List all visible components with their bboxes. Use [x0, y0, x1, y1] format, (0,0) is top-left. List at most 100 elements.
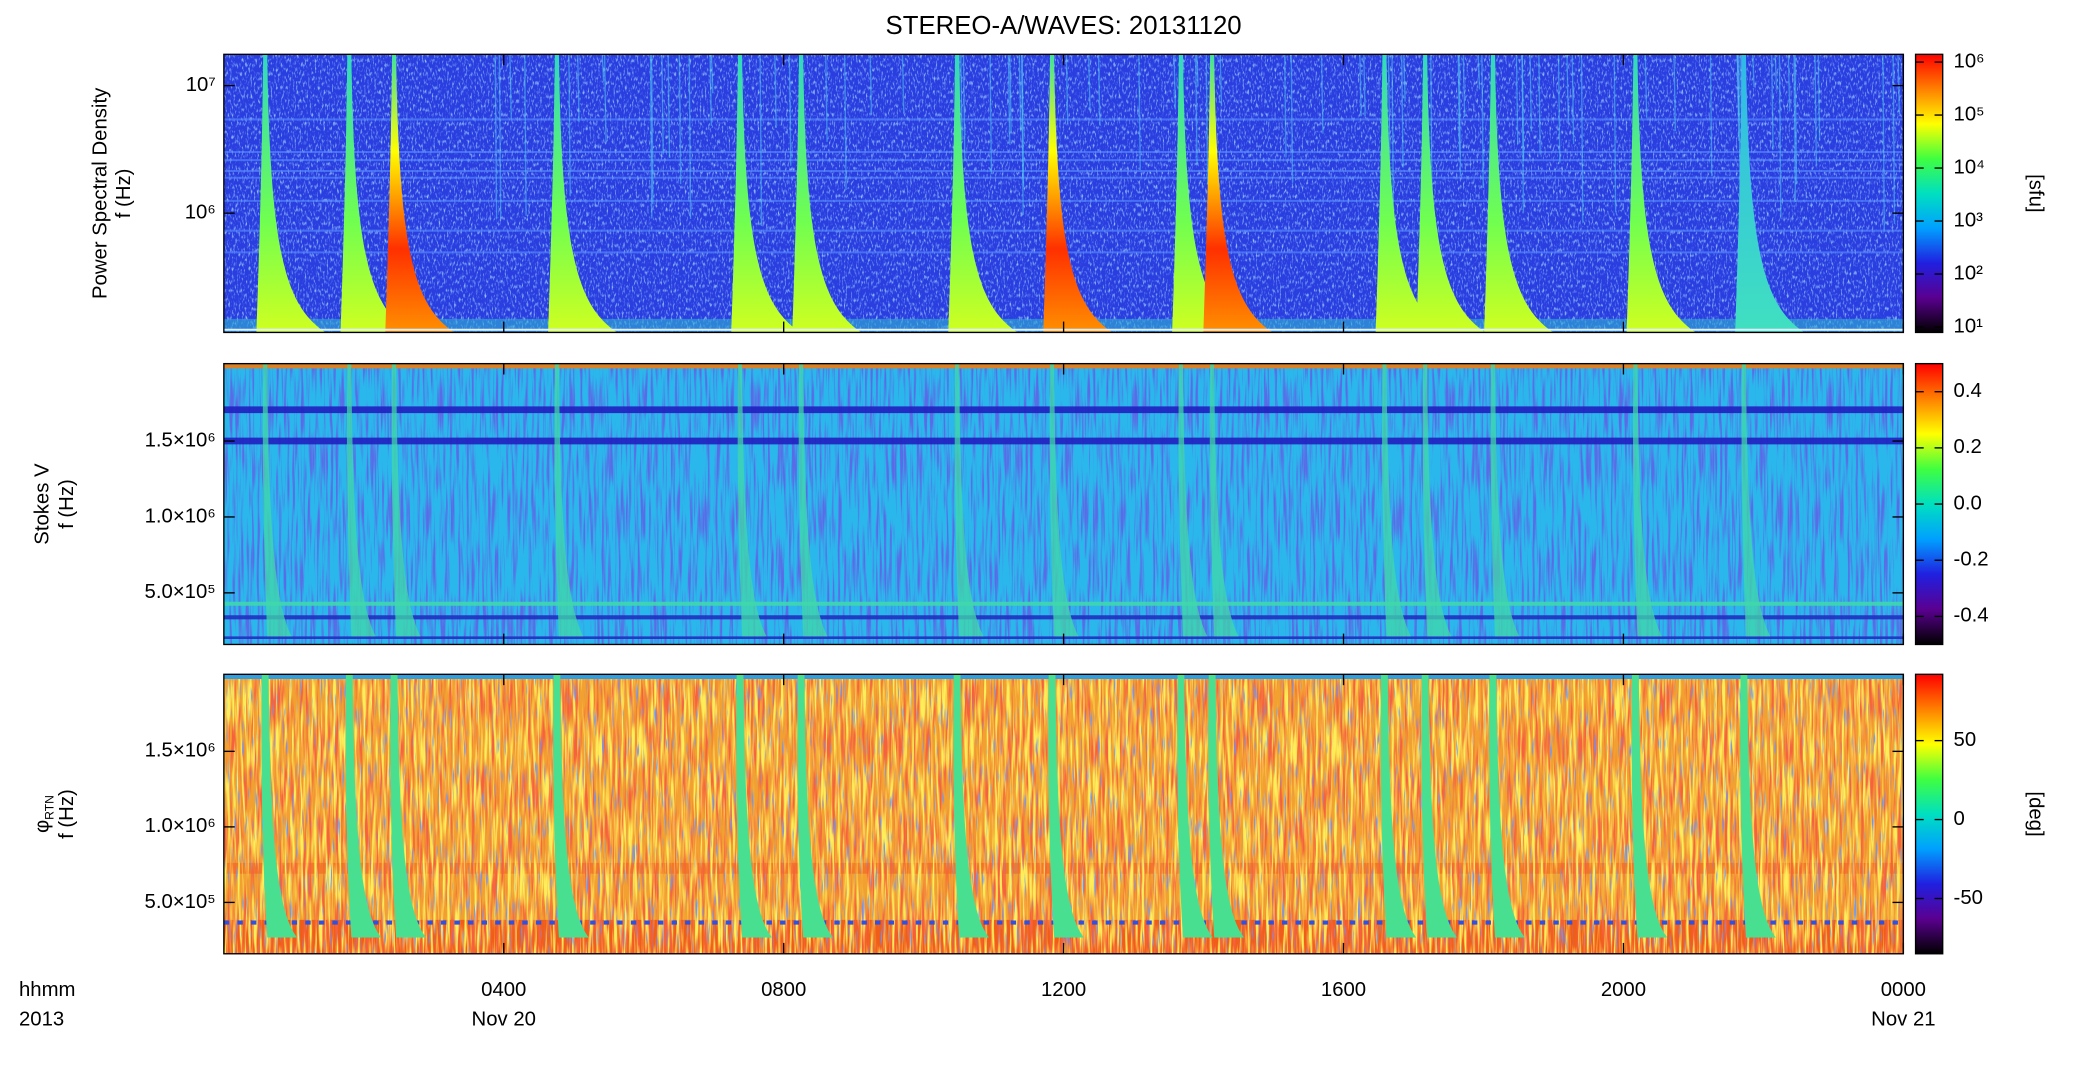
y-axis-label-text: Power Spectral Density: [90, 87, 112, 299]
burst: [340, 54, 410, 333]
burst: [1208, 674, 1245, 938]
burst: [346, 363, 376, 637]
streak: [1709, 54, 1713, 177]
burst: [797, 674, 833, 938]
x-tick-label: 0800: [761, 979, 806, 1001]
x-tick-label: 0400: [481, 979, 526, 1001]
streak: [962, 54, 966, 161]
streak: [1007, 54, 1011, 145]
streak: [1793, 54, 1797, 202]
y-tick-label: 1.5×10⁶: [145, 740, 216, 762]
burst: [736, 674, 772, 938]
streak: [1736, 54, 1740, 141]
colorbar-tick-label: 10¹: [1954, 315, 1984, 337]
x-axis-label: hhmm: [19, 979, 75, 1001]
streak: [1194, 54, 1198, 165]
colorbar-tick-label: -50: [1954, 887, 1983, 909]
colorbar-tick-label: 50: [1954, 729, 1977, 751]
streak: [1065, 54, 1069, 124]
spectrogram: [223, 54, 1904, 333]
streak: [869, 54, 873, 115]
streak: [1477, 54, 1481, 90]
colorbar-tick-label: 0: [1954, 808, 1965, 830]
burst: [385, 54, 455, 333]
streak: [1580, 54, 1584, 223]
colorbar-tick-label: 10²: [1954, 262, 1984, 284]
burst: [262, 363, 292, 637]
streak: [603, 54, 607, 143]
burst: [737, 363, 767, 637]
y-tick-label: 1.0×10⁶: [145, 505, 216, 527]
burst: [1740, 674, 1776, 938]
burst: [1735, 54, 1805, 333]
streak: [1571, 54, 1575, 145]
colorbar-tick-label: 0.0: [1954, 492, 1982, 514]
burst: [1049, 363, 1079, 637]
streak: [709, 54, 713, 126]
colorbar-label: [sfu]: [2025, 174, 2047, 212]
streak: [524, 54, 527, 216]
colorbar: [1914, 53, 1944, 334]
streak: [601, 54, 605, 82]
streak: [1457, 54, 1461, 152]
streak: [1613, 54, 1617, 213]
burst: [390, 674, 426, 938]
x-tick-label: 1200: [1041, 979, 1086, 1001]
streak: [1529, 54, 1533, 132]
burst: [256, 54, 326, 333]
streak: [1644, 54, 1648, 118]
streak: [1018, 54, 1022, 132]
burst: [1203, 54, 1273, 333]
streak: [649, 54, 653, 219]
streak: [577, 54, 580, 123]
y-axis-label: Stokes V: [32, 463, 54, 545]
streak: [498, 54, 502, 218]
x-tick-label: 2000: [1601, 979, 1646, 1001]
streak: [1814, 54, 1818, 165]
burst: [1416, 54, 1486, 333]
streak: [1403, 54, 1406, 102]
spectrogram: [223, 363, 1904, 645]
x-date-label: Nov 20: [472, 1009, 536, 1031]
streak: [667, 54, 671, 159]
y-tick-label: 5.0×10⁵: [145, 891, 216, 913]
streak: [1363, 54, 1366, 117]
burst: [1626, 54, 1696, 333]
x-tick-label: 1600: [1321, 979, 1366, 1001]
burst: [1633, 363, 1662, 637]
colorbar-tick-label: -0.4: [1954, 605, 1989, 627]
colorbar-tick-label: 10³: [1954, 209, 1984, 231]
streak: [1097, 54, 1101, 126]
burst: [1631, 674, 1668, 938]
streak: [1794, 54, 1798, 185]
burst: [345, 674, 382, 938]
y-axis-label: φRTN: [32, 795, 57, 833]
burst: [953, 674, 989, 938]
streak: [1009, 54, 1012, 133]
y-axis-label-unit: f (Hz): [113, 169, 135, 219]
y-axis-label: Power Spectral Density: [90, 87, 112, 299]
streak: [710, 54, 714, 94]
streak: [1892, 54, 1896, 224]
streak: [1401, 54, 1404, 168]
streak: [1290, 54, 1294, 183]
streak: [844, 54, 847, 191]
colorbar-label: [deg]: [2025, 791, 2047, 836]
streak: [1771, 54, 1774, 150]
burst: [792, 54, 862, 333]
streak: [1283, 54, 1287, 158]
burst: [1421, 674, 1458, 938]
burst: [261, 674, 298, 938]
y-axis-label-sub: RTN: [43, 795, 57, 820]
streak: [1387, 54, 1391, 159]
streak: [1673, 54, 1677, 132]
y-axis-label-unit: f (Hz): [56, 789, 78, 839]
spectrogram: [223, 674, 1904, 954]
y-axis-label-unit: f (Hz): [56, 479, 78, 529]
streak: [1515, 54, 1519, 145]
colorbar: [1914, 673, 1944, 955]
colorbar-tick-label: -0.2: [1954, 549, 1989, 571]
y-tick-label: 10⁷: [186, 74, 216, 96]
